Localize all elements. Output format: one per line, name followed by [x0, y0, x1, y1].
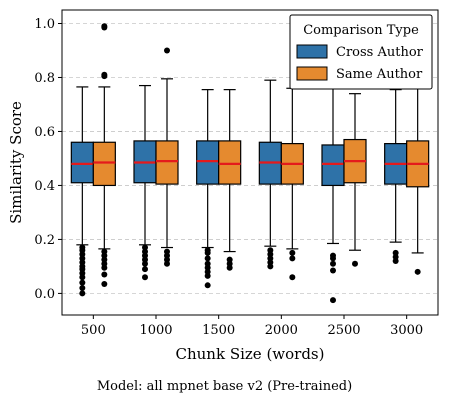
x-tick-label: 3000 — [390, 323, 423, 338]
iqr-box — [196, 140, 220, 185]
legend-swatch-same-author — [296, 66, 328, 81]
outlier-point — [352, 260, 358, 267]
y-tick-label: 0.6 — [34, 125, 55, 140]
box-series — [70, 23, 430, 304]
outlier-point — [79, 279, 86, 286]
outlier-point — [392, 249, 399, 256]
box-same-3000 — [406, 87, 430, 275]
iqr-box — [70, 141, 94, 184]
outlier-point — [101, 280, 108, 287]
outlier-point — [204, 247, 211, 254]
box-cross-3000 — [384, 89, 408, 265]
box-same-2000 — [280, 87, 304, 281]
legend-label-same-author: Same Author — [336, 67, 423, 82]
axis-ticks: 0.0 0.2 0.4 0.6 0.8 1.0 500 1000 1500 2000 2500 300… — [34, 17, 423, 338]
box-cross-1500 — [196, 89, 220, 289]
outlier-point — [204, 282, 211, 289]
outlier-point — [142, 274, 148, 281]
iqr-box — [218, 140, 242, 185]
outlier-point — [267, 247, 274, 254]
box-same-500 — [92, 23, 116, 287]
box-cross-500 — [70, 86, 94, 297]
outlier-point — [164, 248, 170, 255]
figure-caption: Model: all mpnet base v2 (Pre-trained) — [96, 379, 353, 394]
iqr-box — [321, 144, 345, 187]
outlier-point — [101, 23, 108, 30]
x-axis-label: Chunk Size (words) — [176, 345, 325, 363]
box-same-1000 — [155, 47, 179, 267]
y-tick-label: 0.8 — [34, 71, 55, 86]
legend: Comparison Type Cross Author Same Author — [289, 14, 433, 90]
outlier-point — [204, 255, 211, 262]
y-axis-label: Similarity Score — [7, 101, 25, 224]
outlier-point — [330, 297, 336, 304]
outlier-point — [330, 267, 336, 274]
outlier-point — [101, 248, 108, 255]
box-cross-1000 — [133, 84, 157, 281]
box-same-2500 — [343, 93, 367, 267]
outlier-point — [226, 256, 233, 263]
x-tick-label: 500 — [81, 323, 106, 338]
outlier-point — [79, 290, 86, 297]
box-cross-2000 — [258, 79, 282, 270]
outlier-point — [289, 274, 296, 281]
box-same-1500 — [218, 89, 242, 271]
y-tick-label: 0.2 — [34, 233, 55, 248]
outlier-point — [101, 71, 108, 78]
outlier-point — [330, 252, 336, 259]
outlier-point — [101, 271, 108, 278]
outlier-point — [204, 260, 211, 267]
outlier-point — [289, 249, 296, 256]
box-cross-2500 — [321, 87, 345, 304]
y-tick-label: 0.4 — [34, 179, 55, 194]
outlier-point — [414, 268, 421, 275]
outlier-point — [330, 260, 336, 267]
x-tick-label: 2500 — [327, 323, 360, 338]
x-tick-label: 1500 — [202, 323, 235, 338]
plot-area-frame — [61, 9, 439, 316]
outlier-point — [164, 47, 170, 54]
legend-title: Comparison Type — [303, 23, 419, 38]
x-tick-label: 1000 — [139, 323, 172, 338]
iqr-box — [92, 141, 116, 187]
legend-swatch-cross-author — [296, 44, 328, 59]
outlier-point — [142, 244, 148, 251]
iqr-box — [155, 140, 179, 185]
outlier-point — [79, 285, 86, 292]
legend-label-cross-author: Cross Author — [336, 45, 424, 60]
outlier-point — [142, 266, 148, 273]
y-tick-label: 0.0 — [34, 287, 55, 302]
outlier-point — [289, 255, 296, 262]
y-tick-label: 1.0 — [34, 17, 55, 32]
x-tick-label: 2000 — [265, 323, 298, 338]
outlier-point — [79, 244, 86, 251]
